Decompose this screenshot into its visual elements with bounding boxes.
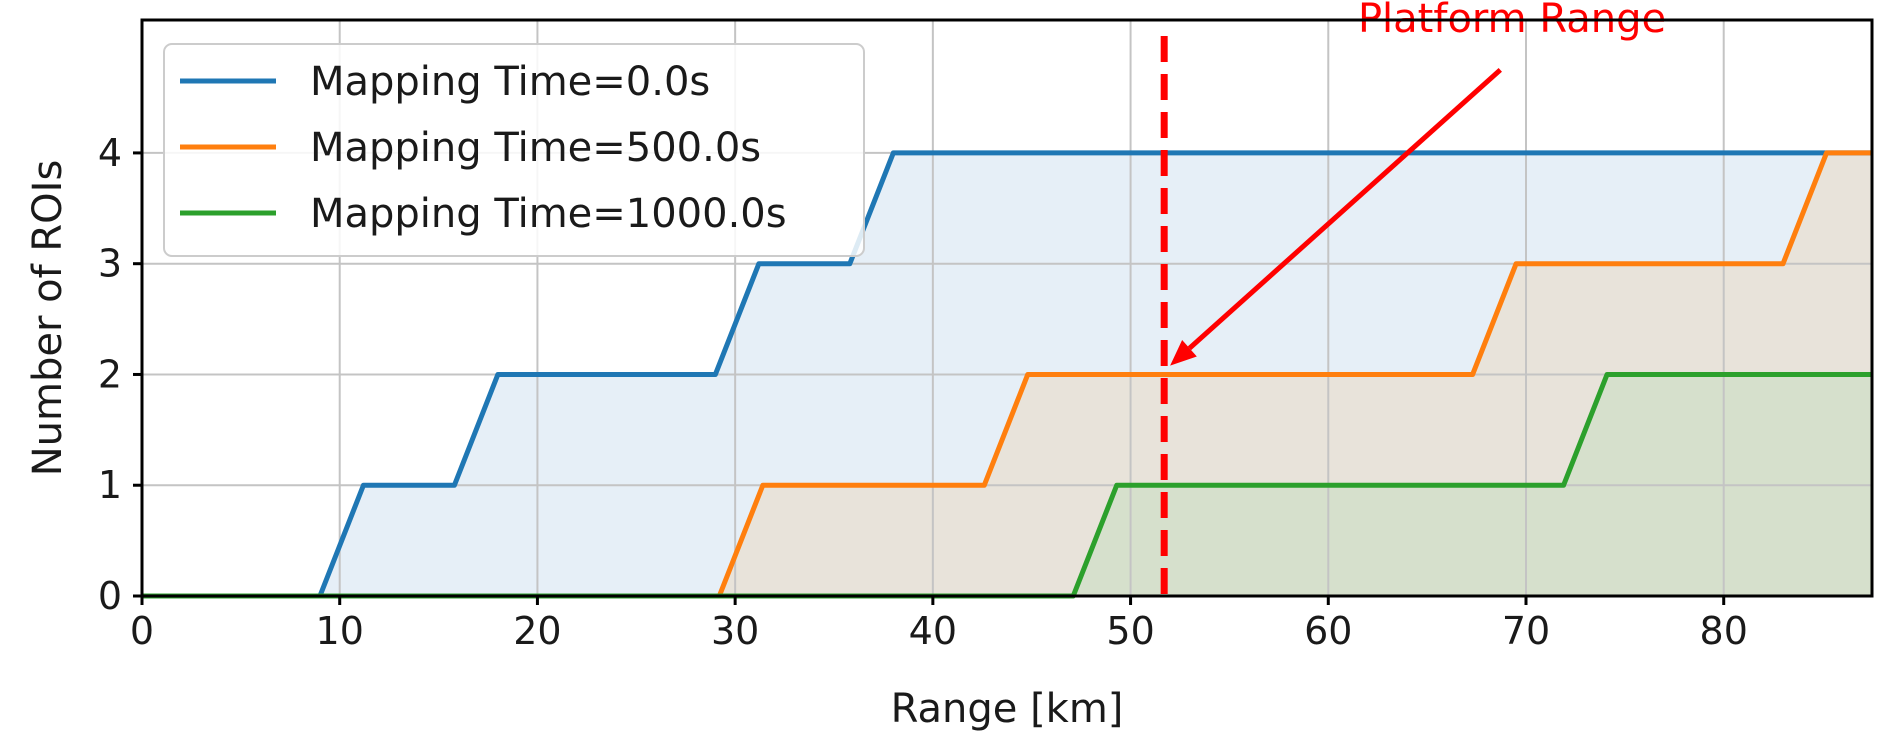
legend-label-mapping-time-1000-0s: Mapping Time=1000.0s: [310, 191, 787, 237]
series-line-mapping-time-0-0s: [142, 150, 1872, 599]
x-tick-label: 30: [711, 609, 759, 653]
x-tick-label: 70: [1502, 609, 1550, 653]
series-fill-mapping-time-1000-0s: [142, 374, 1872, 596]
series-line-mapping-time-500-0s: [142, 150, 1872, 599]
x-tick-label: 20: [513, 609, 561, 653]
axis-ticks: 0 10 20 30 40 50 60 70 80 0 1 2 3 4: [98, 131, 1748, 653]
x-tick-label: 0: [130, 609, 154, 653]
y-tick-label: 1: [98, 463, 122, 507]
x-tick-label: 10: [316, 609, 364, 653]
plot-frame: [140, 18, 1874, 598]
x-axis-label: Range [km]: [891, 686, 1124, 732]
legend-label-mapping-time-500-0s: Mapping Time=500.0s: [310, 125, 761, 171]
legend-box: [163, 43, 865, 257]
legend: Mapping Time=0.0s Mapping Time=500.0s Mapp…: [163, 43, 865, 257]
annotation-arrow-head: [1170, 340, 1197, 366]
x-tick-label: 60: [1304, 609, 1352, 653]
x-tick-label: 40: [909, 609, 957, 653]
y-tick-label: 4: [98, 131, 122, 175]
x-tick-label: 80: [1700, 609, 1748, 653]
x-tick-label: 50: [1106, 609, 1154, 653]
legend-label-mapping-time-0-0s: Mapping Time=0.0s: [310, 59, 710, 105]
y-tick-label: 0: [98, 574, 122, 618]
y-tick-label: 2: [98, 352, 122, 396]
y-tick-label: 3: [98, 242, 122, 286]
y-axis-label: Number of ROIs: [25, 160, 71, 477]
annotation-arrow-shaft: [1187, 67, 1502, 351]
